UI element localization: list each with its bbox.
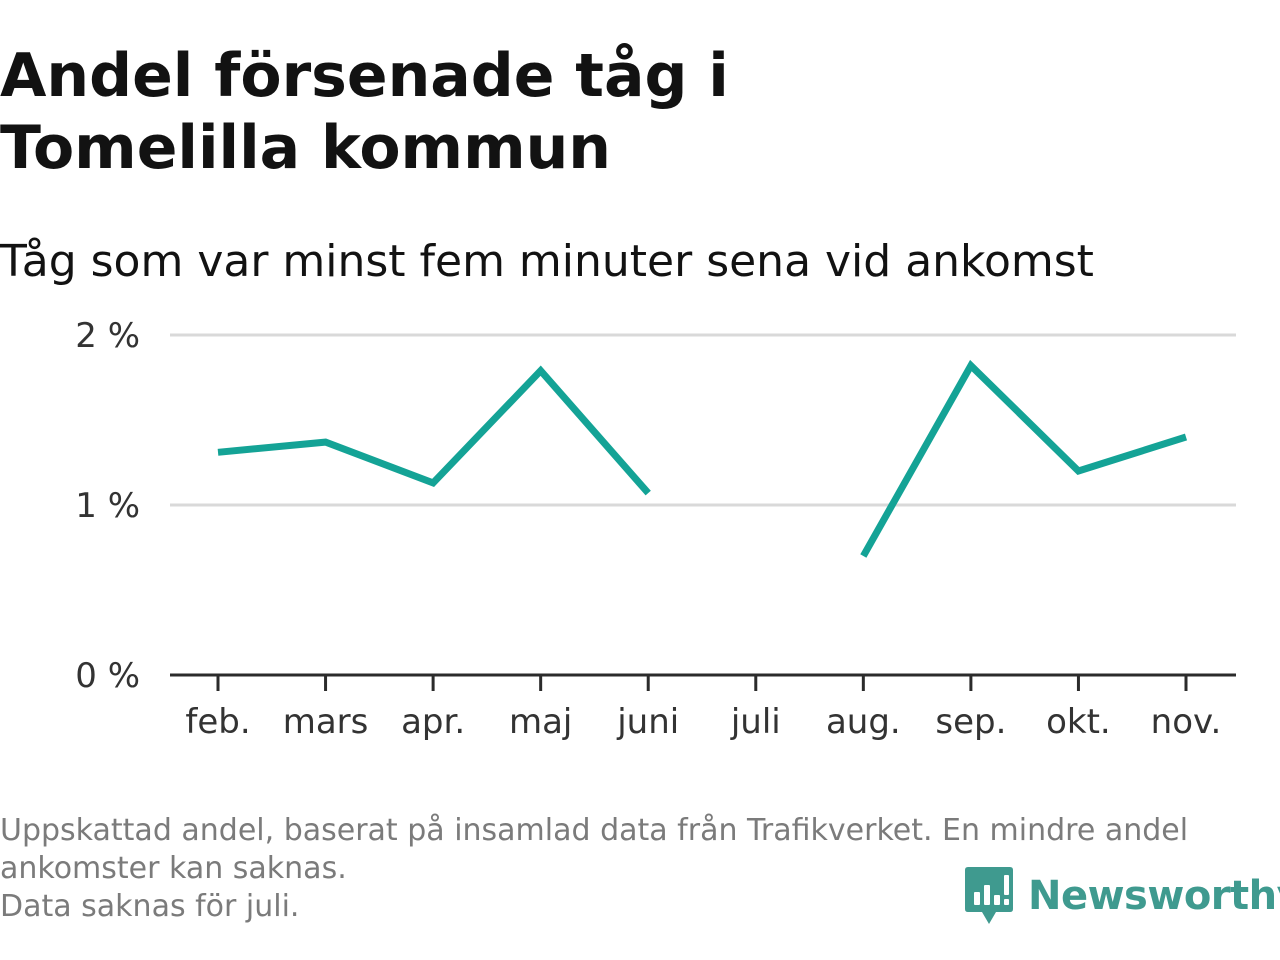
y-tick-label: 2 %	[75, 316, 140, 356]
line-chart: 0 % 1 % 2 % feb. mars apr. maj juni juli aug. sep…	[75, 316, 1236, 742]
x-tick-label: sep.	[935, 702, 1006, 742]
missing-data-note: Data saknas för juli.	[0, 889, 300, 924]
y-tick-label: 0 %	[75, 656, 140, 696]
newsworthy-logo-icon	[965, 867, 1013, 924]
series-lines	[217, 359, 1188, 558]
x-tick-label: okt.	[1046, 702, 1111, 742]
x-tick-label: juli	[730, 702, 781, 742]
series-line-segment	[217, 365, 651, 496]
gridlines	[170, 333, 1236, 507]
y-tick-label: 1 %	[75, 486, 140, 526]
x-tick-label: feb.	[185, 702, 250, 742]
x-tick-label: mars	[283, 702, 369, 742]
source-note: Uppskattad andel, baserat på insamlad da…	[0, 813, 1189, 886]
chart-title: Andel försenade tåg i Tomelilla kommun	[0, 41, 729, 183]
x-tick-label: aug.	[826, 702, 901, 742]
y-axis-labels: 0 % 1 % 2 %	[75, 316, 140, 696]
x-axis: feb. mars apr. maj juni juli aug. sep. okt. nov.	[170, 673, 1236, 742]
brand-name: Newsworthy	[1028, 873, 1280, 919]
footer-note: Uppskattad andel, baserat på insamlad da…	[0, 812, 1275, 926]
x-tick-label: maj	[509, 702, 572, 742]
x-tick-label: nov.	[1151, 702, 1222, 742]
brand-logo: Newsworthy	[964, 864, 1280, 928]
x-tick-label: apr.	[401, 702, 465, 742]
series-line-segment	[860, 359, 1188, 558]
chart-subtitle: Tåg som var minst fem minuter sena vid a…	[0, 236, 1094, 287]
x-tick-label: juni	[616, 702, 679, 742]
